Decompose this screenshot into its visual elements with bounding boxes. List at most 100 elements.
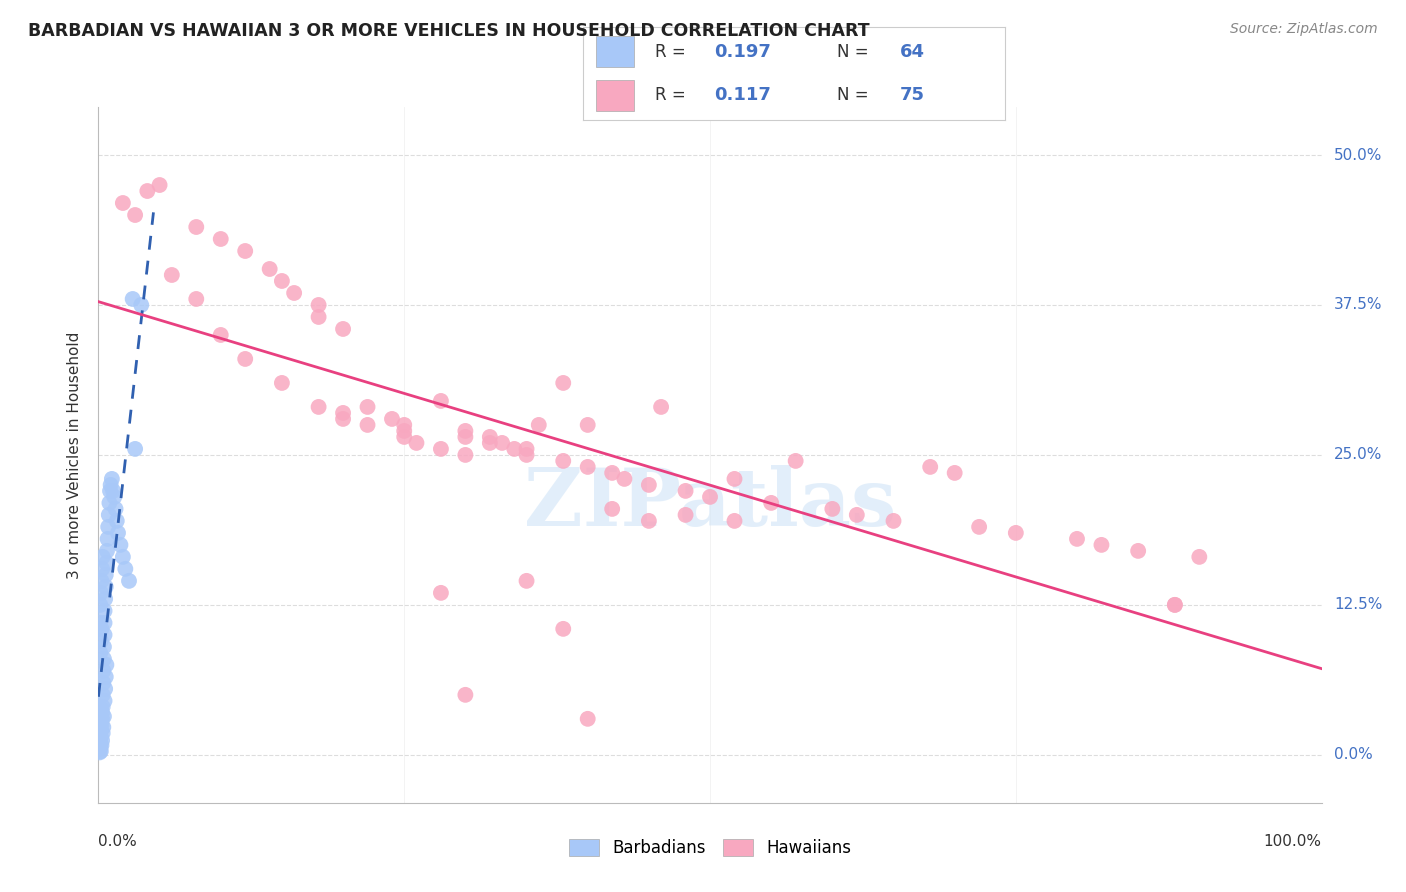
Point xyxy=(454,424,477,438)
Point xyxy=(308,298,330,312)
Point xyxy=(94,681,117,696)
Point xyxy=(110,538,132,552)
Point xyxy=(675,483,697,498)
Point xyxy=(105,514,128,528)
Point xyxy=(90,574,112,588)
Point xyxy=(270,274,294,288)
Point xyxy=(91,562,114,576)
Point xyxy=(233,351,256,366)
Point xyxy=(527,417,550,432)
Point xyxy=(90,730,112,744)
Point xyxy=(270,376,294,390)
Point xyxy=(430,393,453,408)
Point xyxy=(89,746,111,760)
Point xyxy=(943,466,966,480)
Point xyxy=(91,549,114,564)
Point xyxy=(308,310,330,324)
Text: 0.0%: 0.0% xyxy=(1334,747,1372,763)
Point xyxy=(516,442,538,456)
Point xyxy=(259,262,281,277)
Point xyxy=(89,741,111,756)
Point xyxy=(637,514,661,528)
Point xyxy=(650,400,672,414)
Point xyxy=(967,520,990,534)
Text: 0.0%: 0.0% xyxy=(98,834,138,849)
Point xyxy=(761,496,783,510)
Point xyxy=(821,502,844,516)
Point xyxy=(516,448,538,462)
Point xyxy=(90,744,112,758)
Point xyxy=(91,733,114,747)
Point xyxy=(98,496,121,510)
Text: 0.117: 0.117 xyxy=(714,87,770,104)
Point xyxy=(90,702,112,716)
Point xyxy=(332,406,354,420)
Text: R =: R = xyxy=(655,87,692,104)
Point xyxy=(89,646,111,660)
Text: BARBADIAN VS HAWAIIAN 3 OR MORE VEHICLES IN HOUSEHOLD CORRELATION CHART: BARBADIAN VS HAWAIIAN 3 OR MORE VEHICLES… xyxy=(28,22,870,40)
Point xyxy=(478,430,501,444)
Legend: Barbadians, Hawaiians: Barbadians, Hawaiians xyxy=(569,838,851,857)
Point xyxy=(430,586,453,600)
Text: N =: N = xyxy=(837,43,873,61)
Point xyxy=(129,298,152,312)
Text: 64: 64 xyxy=(900,43,925,61)
Point xyxy=(405,436,427,450)
Text: 37.5%: 37.5% xyxy=(1334,297,1382,312)
Point xyxy=(100,478,122,492)
Point xyxy=(478,436,501,450)
Text: R =: R = xyxy=(655,43,692,61)
Point xyxy=(96,556,118,570)
Point xyxy=(576,459,599,474)
Point xyxy=(91,720,114,734)
Point xyxy=(98,483,121,498)
Point xyxy=(89,730,111,744)
Point xyxy=(699,490,721,504)
Point xyxy=(124,208,146,222)
Point xyxy=(91,726,114,740)
Point xyxy=(94,567,117,582)
Point xyxy=(121,292,143,306)
Point xyxy=(491,436,513,450)
Point xyxy=(392,417,416,432)
Point xyxy=(101,472,124,486)
Point xyxy=(89,736,111,750)
Point xyxy=(637,478,661,492)
Point xyxy=(90,718,112,732)
Point xyxy=(723,514,745,528)
Text: ZIPatlas: ZIPatlas xyxy=(524,465,896,542)
Point xyxy=(91,688,114,702)
Point xyxy=(107,525,129,540)
Point xyxy=(1164,598,1187,612)
Point xyxy=(118,574,141,588)
Point xyxy=(93,615,115,630)
Point xyxy=(1066,532,1088,546)
Point xyxy=(883,514,905,528)
Point xyxy=(392,430,416,444)
Point xyxy=(186,219,208,234)
Point xyxy=(553,454,575,468)
Point xyxy=(675,508,697,522)
Point xyxy=(503,442,526,456)
Point xyxy=(1128,544,1150,558)
Point xyxy=(91,699,114,714)
Point xyxy=(93,709,115,723)
Point xyxy=(392,424,416,438)
Point xyxy=(785,454,807,468)
Point xyxy=(332,412,354,426)
Point xyxy=(90,738,112,752)
Point xyxy=(89,615,111,630)
Text: N =: N = xyxy=(837,87,873,104)
Point xyxy=(91,712,114,726)
Point xyxy=(613,472,636,486)
Point xyxy=(332,322,354,336)
Point xyxy=(723,472,745,486)
Text: 25.0%: 25.0% xyxy=(1334,448,1382,462)
Point xyxy=(89,740,111,755)
Point xyxy=(516,574,538,588)
Point xyxy=(103,490,125,504)
Point xyxy=(89,598,111,612)
Point xyxy=(454,688,477,702)
Point xyxy=(93,604,115,618)
Point xyxy=(91,706,114,720)
